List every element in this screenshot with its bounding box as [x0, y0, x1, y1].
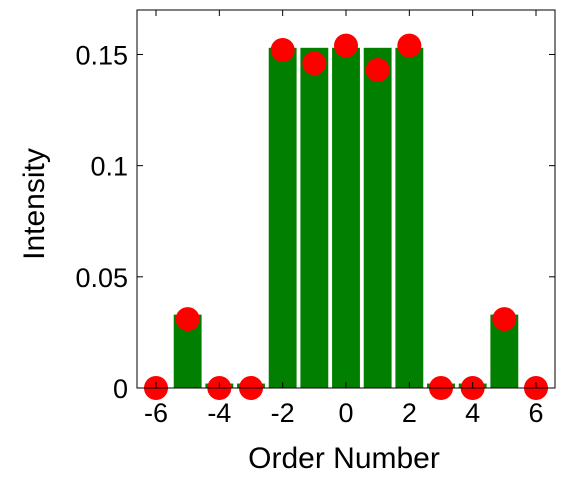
x-tick-label: -4 — [207, 398, 231, 428]
x-tick-label: -6 — [144, 398, 168, 428]
bar — [363, 47, 392, 389]
bar — [395, 47, 424, 389]
data-point — [334, 33, 358, 58]
x-axis-ticks: -6 -4 -2 0 2 4 6 — [144, 10, 544, 428]
x-tick-label: 6 — [528, 398, 543, 428]
data-point — [270, 38, 295, 63]
bar — [300, 47, 329, 389]
x-tick-label: 2 — [402, 398, 417, 428]
y-axis-label: Intensity — [18, 148, 51, 260]
data-point — [302, 51, 327, 76]
bar — [332, 47, 360, 389]
data-point — [397, 33, 422, 58]
y-tick-label: 0 — [113, 374, 128, 404]
y-tick-label: 0.15 — [75, 40, 128, 70]
y-tick-label: 0.1 — [90, 152, 128, 182]
data-point — [492, 307, 517, 332]
x-tick-label: 0 — [338, 398, 353, 428]
y-tick-label: 0.05 — [75, 263, 128, 293]
x-axis-label: Order Number — [248, 442, 440, 475]
data-point — [365, 58, 390, 83]
bar — [268, 47, 297, 389]
x-tick-label: -2 — [271, 398, 295, 428]
x-tick-label: 4 — [465, 398, 480, 428]
bar-series — [173, 47, 519, 389]
y-axis-ticks: 0 0.05 0.1 0.15 — [75, 40, 555, 404]
data-point — [175, 307, 200, 332]
